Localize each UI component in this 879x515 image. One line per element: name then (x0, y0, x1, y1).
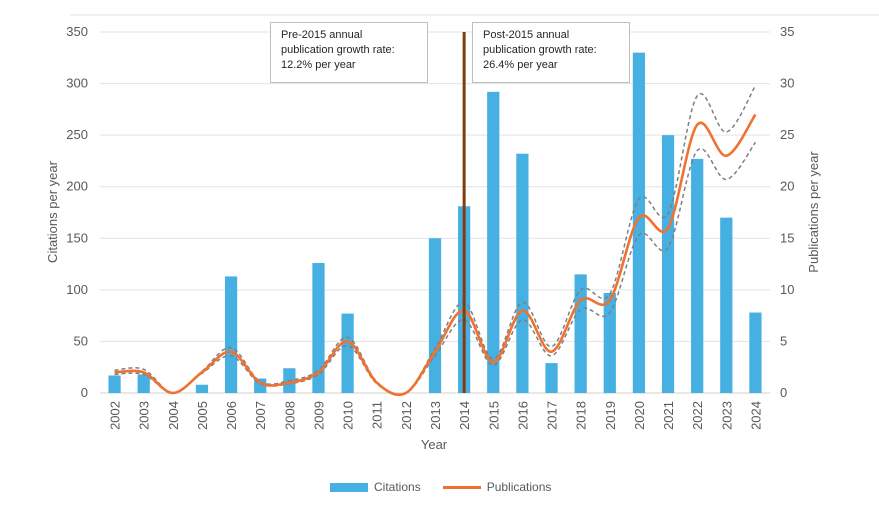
y-right-tick-label: 25 (780, 127, 794, 142)
y-left-tick-label: 150 (66, 230, 88, 245)
x-tick-label: 2016 (515, 401, 530, 430)
x-tick-label: 2009 (311, 401, 326, 430)
bar-citations-2019 (603, 292, 616, 393)
x-tick-label: 2020 (632, 401, 647, 430)
annotation-post-2015: Post-2015 annual publication growth rate… (472, 22, 630, 83)
annotation-pre-2015: Pre-2015 annual publication growth rate:… (270, 22, 428, 83)
y-right-tick-label: 0 (780, 385, 787, 400)
y-left-tick-label: 50 (74, 333, 88, 348)
x-tick-label: 2004 (166, 401, 181, 430)
x-tick-label: 2023 (719, 401, 734, 430)
x-axis-title: Year (421, 437, 448, 452)
legend-label-publications: Publications (486, 480, 552, 494)
x-tick-label: 2015 (486, 401, 501, 430)
x-tick-label: 2006 (224, 401, 239, 430)
x-tick-label: 2011 (370, 401, 385, 429)
bar-citations-2009 (312, 263, 325, 393)
y-right-tick-label: 10 (780, 282, 794, 297)
y-axis-right-title: Publications per year (806, 151, 821, 273)
y-left-tick-label: 200 (66, 179, 88, 194)
confidence-lower-line (114, 141, 757, 396)
x-tick-label: 2012 (399, 401, 414, 430)
publications-line (114, 113, 757, 397)
bar-citations-2013 (428, 238, 442, 393)
bar-citations-2005 (195, 384, 209, 393)
x-tick-label: 2024 (748, 401, 763, 430)
y-right-tick-label: 30 (780, 76, 794, 91)
x-tick-label: 2017 (545, 401, 560, 430)
legend-item-publications: Publications (442, 480, 552, 494)
legend-item-citations: Citations (330, 480, 421, 494)
bar-citations-2010 (341, 313, 354, 393)
legend-label-citations: Citations (374, 480, 421, 494)
x-tick-label: 2014 (457, 401, 472, 430)
y-left-tick-label: 350 (66, 24, 88, 39)
y-left-tick-label: 0 (81, 385, 88, 400)
x-tick-label: 2022 (690, 401, 705, 430)
x-tick-label: 2003 (137, 401, 152, 430)
bar-citations-2017 (545, 363, 558, 393)
y-right-tick-label: 20 (780, 179, 794, 194)
legend-swatch-publications (442, 485, 481, 489)
x-tick-label: 2019 (603, 401, 618, 430)
bar-citations-2022 (691, 158, 704, 393)
bar-citations-2002 (108, 375, 121, 393)
x-tick-label: 2007 (253, 401, 268, 430)
x-tick-label: 2021 (661, 401, 676, 430)
bar-citations-2018 (574, 274, 587, 393)
y-left-tick-label: 100 (66, 282, 88, 297)
bar-citations-2024 (749, 312, 762, 393)
bar-citations-2015 (487, 91, 500, 393)
bar-citations-2023 (720, 217, 733, 393)
bar-citations-2020 (632, 52, 646, 393)
legend: Citations Publications (330, 480, 551, 494)
y-right-tick-label: 15 (780, 230, 794, 245)
x-tick-label: 2013 (428, 401, 443, 430)
x-tick-label: 2002 (108, 401, 123, 430)
y-left-tick-label: 250 (66, 127, 88, 142)
y-right-tick-label: 35 (780, 24, 794, 39)
x-tick-label: 2005 (195, 401, 210, 430)
y-left-tick-label: 300 (66, 76, 88, 91)
bar-citations-2006 (224, 276, 238, 393)
y-axis-left-title: Citations per year (45, 160, 60, 263)
x-tick-label: 2018 (574, 401, 589, 430)
x-tick-label: 2010 (341, 401, 356, 430)
x-tick-label: 2008 (282, 401, 297, 430)
bar-citations-2003 (137, 374, 150, 393)
legend-swatch-citations (330, 482, 368, 492)
bar-citations-2007 (254, 378, 267, 393)
bar-citations-2021 (661, 135, 675, 393)
bar-citations-2016 (516, 153, 529, 393)
confidence-upper-line (114, 85, 757, 396)
y-right-tick-label: 5 (780, 333, 787, 348)
